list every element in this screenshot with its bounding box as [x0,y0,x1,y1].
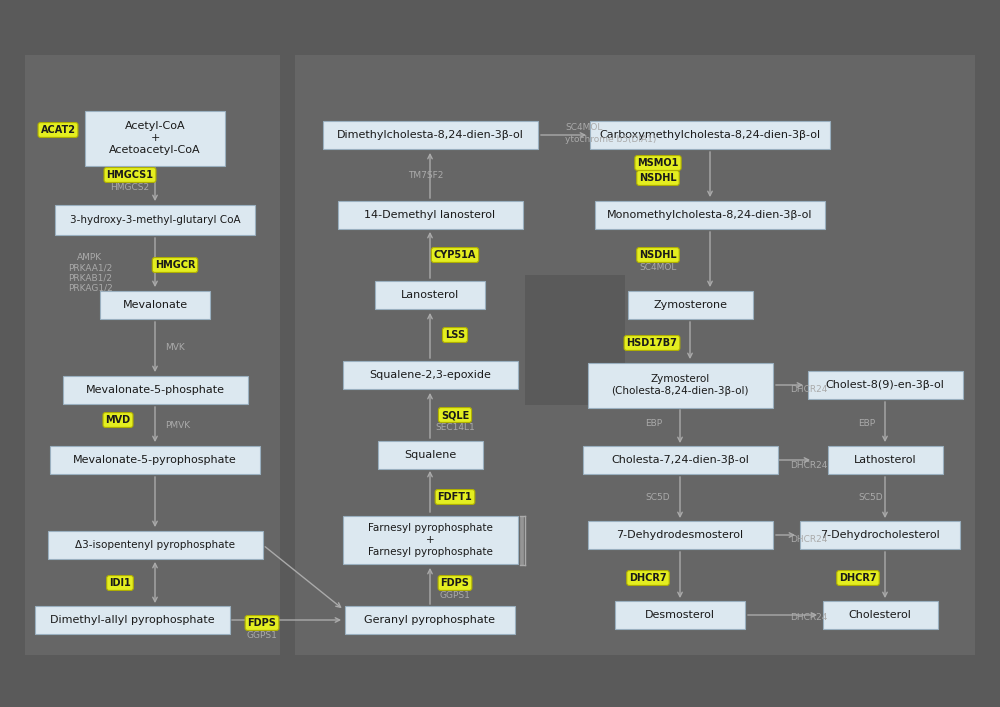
Text: 3-hydroxy-3-methyl-glutaryl CoA: 3-hydroxy-3-methyl-glutaryl CoA [70,215,240,225]
Bar [582,446,778,474]
Text: LSS: LSS [445,330,465,340]
Text: DHCR24: DHCR24 [790,614,827,622]
Bar [378,441,482,469]
Bar [62,376,248,404]
Text: Carboxymethylcholesta-8,24-dien-3β-ol: Carboxymethylcholesta-8,24-dien-3β-ol [599,130,821,140]
Text: Zymosterol
(Cholesta-8,24-dien-3β-ol): Zymosterol (Cholesta-8,24-dien-3β-ol) [611,374,749,396]
Text: Geranyl pyrophosphate: Geranyl pyrophosphate [364,615,496,625]
Text: Lanosterol: Lanosterol [401,290,459,300]
Text: FDPS: FDPS [441,578,469,588]
Text: Monomethylcholesta-8,24-dien-3β-ol: Monomethylcholesta-8,24-dien-3β-ol [607,210,813,220]
Text: DHCR24: DHCR24 [790,385,827,395]
Text: Desmosterol: Desmosterol [645,610,715,620]
Text: SC4MOL: SC4MOL [639,264,677,272]
Bar [100,291,210,319]
Text: SC5D: SC5D [858,493,883,503]
Text: Squalene: Squalene [404,450,456,460]
Bar [595,201,825,229]
Text: PRKAA1/2: PRKAA1/2 [68,264,112,272]
Text: SQLE: SQLE [441,410,469,420]
Text: GGPS1: GGPS1 [247,631,277,641]
Text: NSDHL: NSDHL [639,250,677,260]
Bar [34,606,230,634]
Text: HMGCR: HMGCR [155,260,195,270]
Bar [50,446,260,474]
Text: IDI1: IDI1 [109,578,131,588]
Text: Cholest-8(9)-en-3β-ol: Cholest-8(9)-en-3β-ol [826,380,944,390]
Text: Cholesta-7,24-dien-3β-ol: Cholesta-7,24-dien-3β-ol [611,455,749,465]
Text: 14-Demethyl lanosterol: 14-Demethyl lanosterol [364,210,496,220]
Text: 7-Dehydrodesmosterol: 7-Dehydrodesmosterol [616,530,744,540]
Text: TM7SF2: TM7SF2 [408,170,444,180]
Text: ytochrome b5(DIA1): ytochrome b5(DIA1) [565,136,656,144]
Text: Lathosterol: Lathosterol [854,455,916,465]
Text: Cholesterol: Cholesterol [849,610,911,620]
Bar [588,363,772,407]
Text: 7-Dehydrocholesterol: 7-Dehydrocholesterol [820,530,940,540]
Text: EBP: EBP [645,419,662,428]
Text: HMGCS2: HMGCS2 [110,184,150,192]
Bar [48,531,262,559]
Bar [808,371,962,399]
Text: Zymosterone: Zymosterone [653,300,727,310]
Text: NSDHL: NSDHL [639,173,677,183]
Bar [342,516,518,564]
Bar [525,275,625,405]
Text: MSMO1: MSMO1 [637,158,679,168]
Text: HSD17B7: HSD17B7 [627,338,677,348]
Text: Squalene-2,3-epoxide: Squalene-2,3-epoxide [369,370,491,380]
Bar [55,205,255,235]
Bar [615,601,745,629]
Text: FDFT1: FDFT1 [438,492,472,502]
Text: Dimethyl-allyl pyrophosphate: Dimethyl-allyl pyrophosphate [50,615,214,625]
Text: FDPS: FDPS [248,618,276,628]
Bar [375,281,485,309]
Text: Mevalonate: Mevalonate [122,300,188,310]
Text: Dimethylcholesta-8,24-dien-3β-ol: Dimethylcholesta-8,24-dien-3β-ol [337,130,523,140]
Bar [590,121,830,149]
Text: Acetyl-CoA
+
Acetoacetyl-CoA: Acetyl-CoA + Acetoacetyl-CoA [109,121,201,156]
Bar [85,110,225,165]
Text: MVK: MVK [165,344,185,353]
Bar [295,55,975,655]
Bar [345,606,515,634]
Text: ACAT2: ACAT2 [40,125,76,135]
Text: PRKAG1/2: PRKAG1/2 [68,284,113,293]
Bar [588,521,772,549]
Bar [338,201,522,229]
Text: DHCR24: DHCR24 [790,535,827,544]
Text: GGPS1: GGPS1 [440,592,470,600]
Bar [25,55,280,655]
Text: DHCR7: DHCR7 [629,573,667,583]
Text: PRKAB1/2: PRKAB1/2 [68,274,112,283]
Text: HMGCS1: HMGCS1 [106,170,154,180]
Text: AMPK: AMPK [77,252,102,262]
Text: CYP51A: CYP51A [434,250,476,260]
Text: PMVK: PMVK [165,421,190,429]
Text: SC4MOL: SC4MOL [565,124,602,132]
Bar [828,446,942,474]
Text: DHCR24: DHCR24 [790,460,827,469]
Text: Δ3-isopentenyl pyrophosphate: Δ3-isopentenyl pyrophosphate [75,540,235,550]
Text: SC5D: SC5D [645,493,670,503]
Text: SEC14L1: SEC14L1 [435,423,475,433]
Text: MVD: MVD [105,415,131,425]
Text: DHCR7: DHCR7 [839,573,877,583]
Bar [628,291,753,319]
Text: Mevalonate-5-pyrophosphate: Mevalonate-5-pyrophosphate [73,455,237,465]
Bar [822,601,938,629]
Bar [322,121,538,149]
Text: Mevalonate-5-phosphate: Mevalonate-5-phosphate [86,385,224,395]
Bar [800,521,960,549]
Bar [342,361,518,389]
Text: Farnesyl pyrophosphate
+
Farnesyl pyrophosphate: Farnesyl pyrophosphate + Farnesyl pyroph… [368,522,492,557]
Text: EBP: EBP [858,419,875,428]
